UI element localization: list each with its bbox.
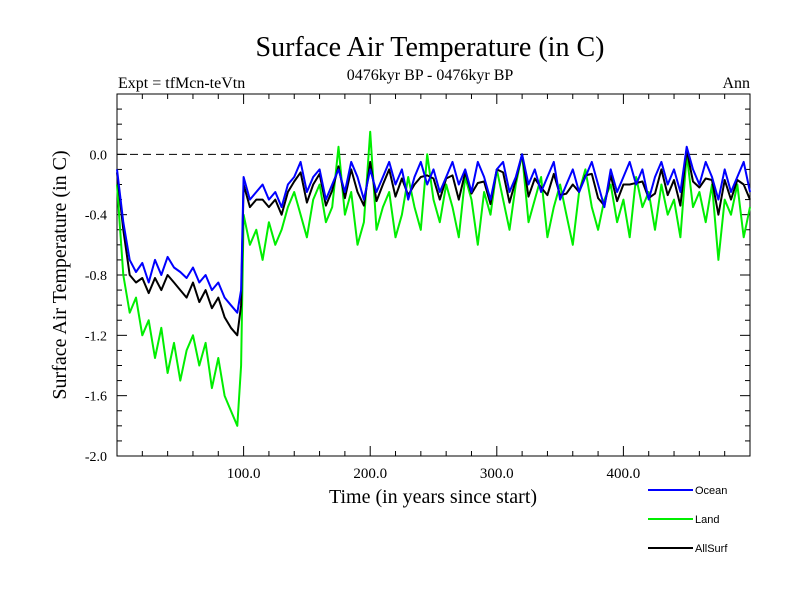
y-tick-label: -1.6 [85, 390, 107, 405]
y-tick-label: -1.2 [85, 329, 107, 344]
y-tick-label: -0.4 [85, 209, 107, 224]
season-label: Ann [722, 75, 750, 92]
legend: Ocean Land AllSurf [648, 485, 728, 555]
x-axis-label: Time (in years since start) [329, 486, 537, 508]
series-line-ocean [116, 145, 751, 314]
y-tick-label: -0.8 [85, 269, 107, 284]
x-tick-label: 200.0 [353, 466, 387, 482]
series-lines [116, 130, 751, 427]
y-axis: -2.0 -1.6 -1.2 -0.8 -0.4 0.0 [85, 93, 750, 465]
y-axis-label: Surface Air Temperature (in C) [49, 150, 71, 399]
experiment-label: Expt = tfMcn-teVtn [118, 75, 245, 92]
legend-label-land: Land [695, 514, 719, 526]
plot-frame [116, 93, 751, 457]
chart-title: Surface Air Temperature (in C) [256, 32, 605, 63]
x-axis: 100.0 200.0 300.0 400.0 [141, 94, 726, 482]
x-tick-label: 400.0 [607, 466, 641, 482]
plot-area: 100.0 200.0 300.0 400.0 -2.0 -1.6 -1.2 -0.8 -0.… [85, 93, 751, 482]
x-tick-label: 300.0 [480, 466, 514, 482]
y-tick-label: 0.0 [90, 148, 108, 163]
legend-label-ocean: Ocean [695, 485, 727, 497]
legend-label-allsurf: AllSurf [695, 543, 728, 555]
chart-subtitle: 0476kyr BP - 0476kyr BP [347, 67, 514, 84]
x-tick-label: 100.0 [227, 466, 261, 482]
y-tick-label: -2.0 [85, 450, 107, 465]
